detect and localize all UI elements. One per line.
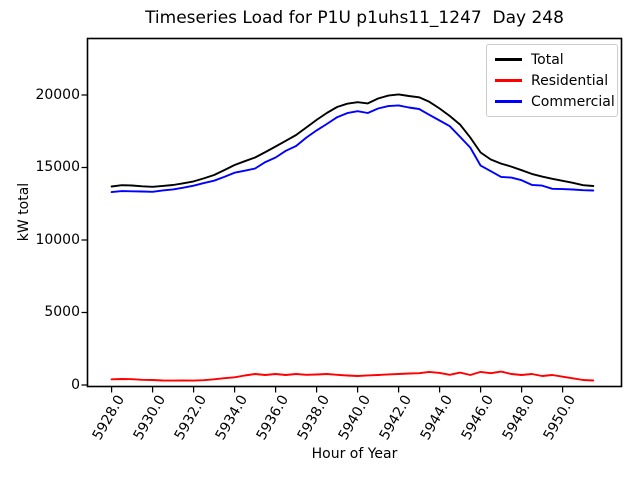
plot-area [81,37,623,393]
legend-item-residential: Residential [495,70,609,91]
commercial-line-sample [495,100,522,103]
x-tick-label: 5936.0 [253,392,292,443]
x-axis-label: Hour of Year [311,446,398,462]
y-tick-label: 0 [71,376,80,393]
residential-line-sample [495,79,522,82]
commercial-line [110,104,595,194]
x-tick-label: 5930.0 [130,392,169,443]
residential-line [110,370,595,382]
legend-item-total: Total [495,49,609,70]
y-tick-label: 20000 [35,86,80,103]
x-tick-label: 5928.0 [89,392,128,443]
x-tick-label: 5932.0 [171,392,210,443]
legend-item-commercial: Commercial [495,91,615,112]
x-tick-label: 5944.0 [417,392,456,443]
y-tick-label: 5000 [44,304,80,321]
x-tick-label: 5938.0 [294,392,333,443]
y-tick-label: 15000 [35,159,80,176]
legend-label-commercial: Commercial [531,93,615,110]
x-tick-label: 5940.0 [335,392,374,443]
legend-label-residential: Residential [531,72,609,89]
x-tick-label: 5950.0 [540,392,579,443]
legend-label-total: Total [531,51,564,68]
total-line [110,93,595,188]
x-tick-label: 5948.0 [499,392,538,443]
chart-title: Timeseries Load for P1U p1uhs11_1247 Day… [145,8,564,28]
legend: Total Residential Commercial [486,44,618,117]
x-tick-label: 5946.0 [458,392,497,443]
y-tick-label: 10000 [35,231,80,248]
axes-spines [86,37,623,388]
x-tick-label: 5934.0 [212,392,251,443]
x-tick-label: 5942.0 [376,392,415,443]
total-line-sample [495,58,522,61]
